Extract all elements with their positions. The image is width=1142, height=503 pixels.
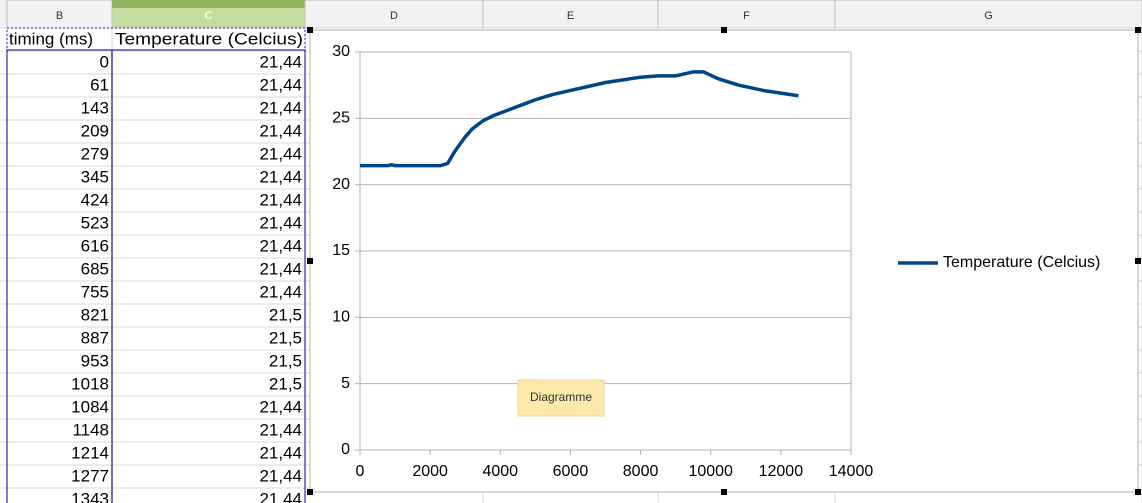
cell-timing: 755 [81,282,109,301]
column-header-label: F [743,10,750,22]
cell-temperature: 21,44 [259,489,302,503]
cell-timing: 1343 [71,489,109,503]
cell-temperature: 21,44 [259,190,302,209]
cell-timing: 953 [81,351,109,370]
cell-timing: 279 [81,144,109,163]
data-line [360,70,799,168]
cell-timing: 523 [81,213,109,232]
cell-timing: 143 [81,98,109,117]
cell-timing: 1214 [71,443,109,462]
cell-timing: 1277 [71,466,109,485]
column-header-label: E [567,10,574,22]
selection-handle[interactable] [1135,489,1141,495]
cell-timing: 61 [90,75,109,94]
column-header-label: B [56,10,63,22]
cell-temperature: 21,44 [259,121,302,140]
cell-temperature: 21,44 [259,282,302,301]
column-header[interactable] [657,0,836,29]
cell-temperature: 21,5 [269,351,302,370]
cell-temperature: 21,44 [259,52,302,71]
cell-timing: 685 [81,259,109,278]
cell-temperature: 21,5 [269,374,302,393]
y-tick-label: 0 [341,441,350,458]
cell-temperature: 21,44 [259,420,302,439]
cell-temperature: 21,44 [259,213,302,232]
cell-temperature: 21,44 [259,144,302,163]
cell-temperature: 21,44 [259,236,302,255]
selection-handle[interactable] [307,258,313,264]
cell-temperature: 21,44 [259,397,302,416]
selection-handle[interactable] [307,489,313,495]
x-tick-label: 6000 [553,463,589,480]
cell-temperature: 21,5 [269,328,302,347]
cell-header: Temperature (Celcius) [115,29,303,48]
cell-temperature: 21,44 [259,443,302,462]
column-header-label: C [205,10,213,22]
legend-label: Temperature (Celcius) [943,254,1100,271]
cell-timing: 821 [81,305,109,324]
column-header-label: D [390,10,398,22]
x-tick-label: 12000 [759,463,804,480]
cell-timing: 1084 [71,397,109,416]
selection-handle[interactable] [1135,27,1141,33]
selection-handle[interactable] [307,27,313,33]
column-header-selected-strip [112,0,305,8]
cell-temperature: 21,44 [259,167,302,186]
y-tick-label: 20 [332,176,350,193]
y-tick-label: 15 [332,242,350,259]
y-tick-label: 10 [332,309,350,326]
cell-timing: 1148 [72,420,109,439]
y-tick-label: 5 [341,375,350,392]
tooltip-text: Diagramme [530,390,592,404]
x-tick-label: 10000 [688,463,733,480]
selection-handle[interactable] [1135,258,1141,264]
cell-timing: 616 [81,236,109,255]
cell-timing: 1018 [71,374,109,393]
column-header-label: G [984,10,993,22]
x-tick-label: 8000 [623,463,659,480]
cell-temperature: 21,44 [259,259,302,278]
cell-timing: 887 [81,328,109,347]
x-tick-label: 14000 [829,463,874,480]
y-tick-label: 30 [332,43,350,60]
selection-handle[interactable] [721,27,727,33]
header-selection [6,27,306,51]
cell-timing: 0 [100,52,109,71]
tooltip-box [517,379,605,417]
y-tick-label: 25 [332,110,350,127]
x-tick-label: 0 [356,463,365,480]
cell-timing: 345 [81,167,109,186]
cell-timing: 209 [81,121,109,140]
x-tick-label: 2000 [412,463,448,480]
cell-header: timing (ms) [9,29,93,48]
cell-temperature: 21,5 [269,305,302,324]
chart-frame[interactable] [309,29,1139,493]
x-tick-label: 4000 [482,463,518,480]
cell-temperature: 21,44 [259,75,302,94]
cell-temperature: 21,44 [259,98,302,117]
cell-timing: 424 [81,190,109,209]
cell-temperature: 21,44 [259,466,302,485]
selection-handle[interactable] [721,489,727,495]
